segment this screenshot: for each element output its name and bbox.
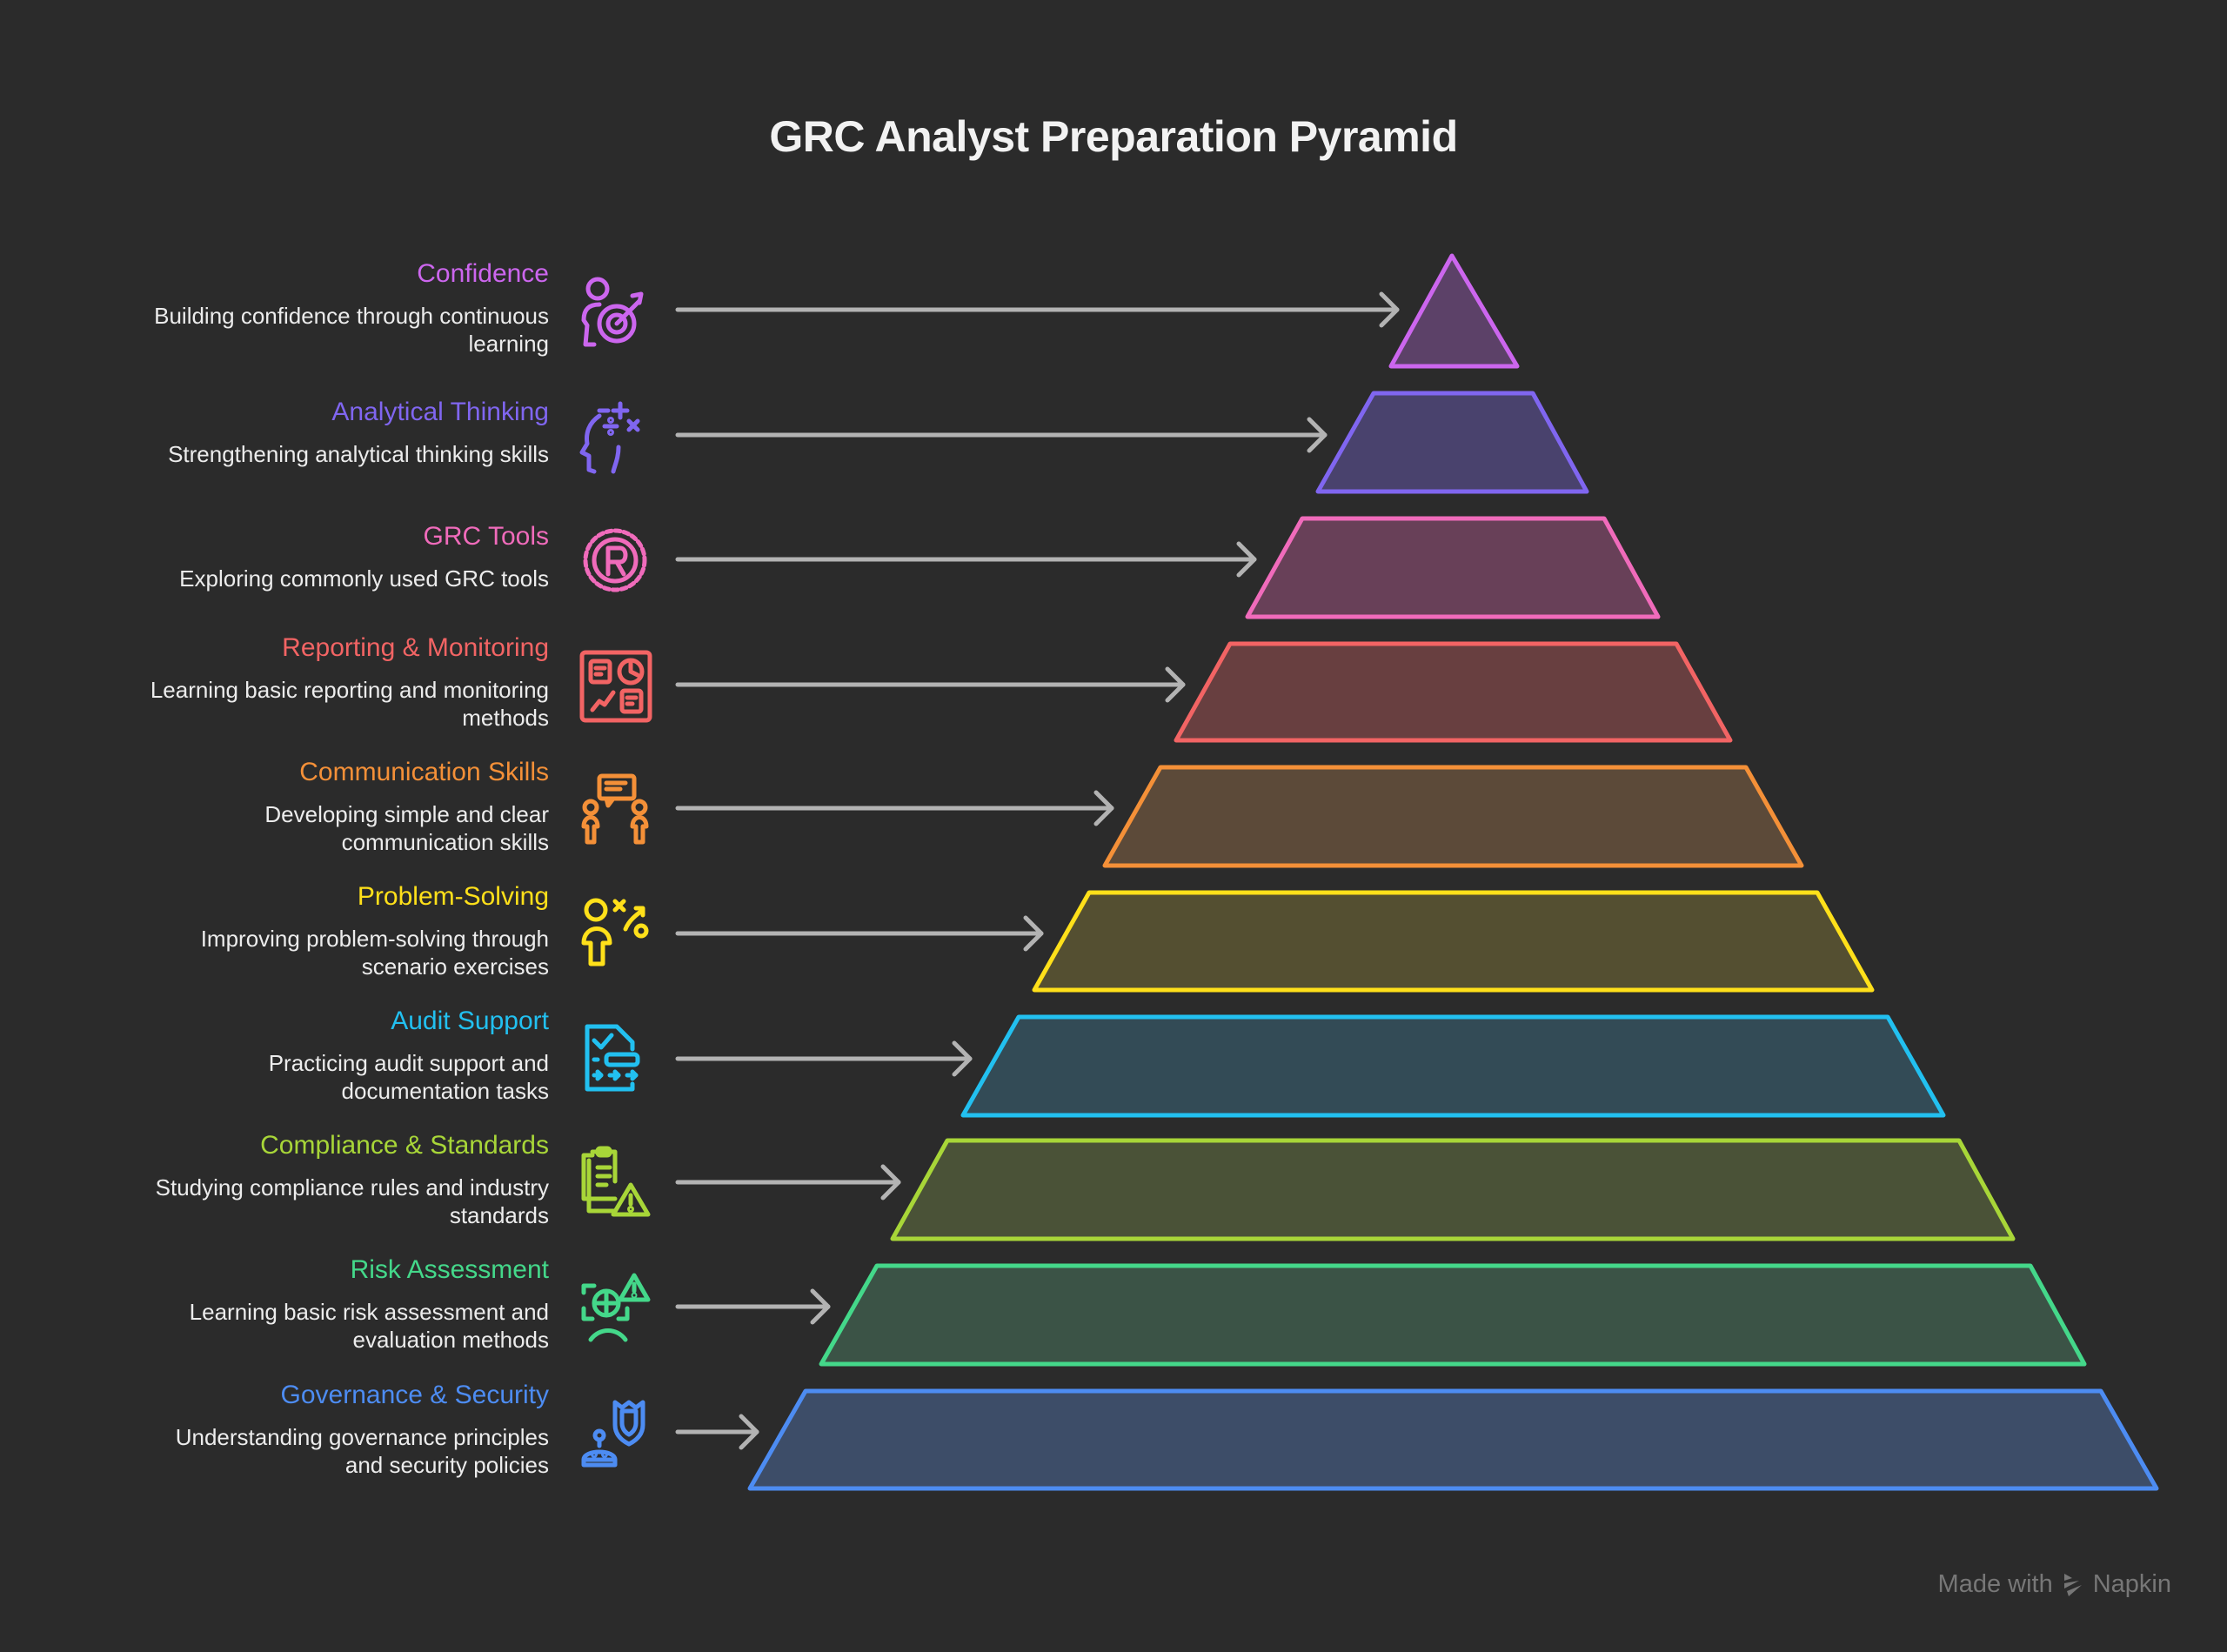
audit-document-icon: [585, 1024, 640, 1092]
layer-label-risk-assessment: Risk Assessment Learning basic risk asse…: [62, 1254, 549, 1354]
layer-shape: [960, 1014, 1946, 1118]
layer-label-problem-solving: Problem-Solving Improving problem-solvin…: [62, 881, 549, 980]
gear-r-badge-icon: [583, 528, 647, 592]
layer-label-grc-tools: GRC Tools Exploring commonly used GRC to…: [62, 521, 549, 592]
layer-shape: [890, 1138, 2016, 1241]
pyramid-layer-communication-skills: [1102, 765, 1804, 868]
layer-shape: [1315, 391, 1589, 494]
head-math-icon: [579, 401, 640, 474]
layer-name: Problem-Solving: [357, 882, 549, 911]
pyramid-layer-analytical-thinking: [1315, 391, 1589, 494]
arrow-icon: [675, 417, 1328, 453]
layer-description: Strengthening analytical thinking skills: [168, 441, 549, 467]
layer-name: Confidence: [417, 259, 549, 288]
arrow-icon: [675, 1040, 973, 1077]
dashboard-report-icon: [579, 650, 652, 723]
layer-description: Learning basic risk assessment and evalu…: [189, 1299, 549, 1353]
layer-label-communication-skills: Communication Skills Developing simple a…: [62, 757, 549, 856]
arrow-icon: [675, 915, 1044, 952]
layer-name: Communication Skills: [299, 758, 549, 786]
arrow-icon: [675, 790, 1114, 826]
layer-name: Compliance & Standards: [260, 1131, 549, 1160]
layer-name: Reporting & Monitoring: [282, 633, 549, 662]
watermark-brand: Napkin: [2092, 1570, 2171, 1598]
layer-shape: [1102, 765, 1804, 868]
layer-name: Governance & Security: [280, 1381, 549, 1409]
pyramid-layer-problem-solving: [1032, 890, 1875, 993]
layer-label-governance-security: Governance & Security Understanding gove…: [62, 1380, 549, 1479]
diagram-title: GRC Analyst Preparation Pyramid: [769, 112, 1458, 161]
robot-shield-icon: [581, 1400, 645, 1468]
arrow-icon: [675, 1288, 831, 1325]
layer-description: Improving problem-solving through scenar…: [200, 926, 549, 980]
arrow-icon: [675, 1164, 901, 1201]
arrow-icon: [675, 291, 1400, 328]
layer-description: Learning basic reporting and monitoring …: [150, 677, 549, 731]
person-strategy-icon: [581, 898, 649, 966]
layer-shape: [1245, 516, 1661, 619]
layer-shape: [1032, 890, 1875, 993]
layer-label-confidence: Confidence Building confidence through c…: [62, 258, 549, 358]
pyramid-layer-compliance-standards: [890, 1138, 2016, 1241]
pyramid-layer-confidence: [1388, 253, 1520, 369]
pyramid-layer-grc-tools: [1245, 516, 1661, 619]
napkin-watermark[interactable]: Made with Napkin: [1938, 1570, 2171, 1599]
layer-shape: [1388, 253, 1520, 369]
pyramid-layer-audit-support: [960, 1014, 1946, 1118]
layer-name: Analytical Thinking: [331, 398, 549, 426]
layer-shape: [819, 1263, 2087, 1367]
arrow-icon: [675, 666, 1186, 703]
layer-description: Understanding governance principles and …: [175, 1424, 549, 1478]
person-target-icon: [581, 277, 644, 347]
people-chat-icon: [581, 773, 649, 845]
arrow-icon: [675, 541, 1257, 578]
pyramid-layer-risk-assessment: [819, 1263, 2087, 1367]
pyramid-layer-reporting-monitoring: [1174, 641, 1733, 743]
layer-description: Exploring commonly used GRC tools: [179, 565, 549, 592]
layer-shape: [747, 1388, 2159, 1491]
layer-name: Risk Assessment: [350, 1255, 549, 1284]
napkin-logo-icon: [2063, 1573, 2082, 1596]
layer-description: Studying compliance rules and industry s…: [155, 1174, 549, 1228]
layer-description: Practicing audit support and documentati…: [268, 1050, 549, 1104]
layer-label-audit-support: Audit Support Practicing audit support a…: [62, 1006, 549, 1105]
layer-name: GRC Tools: [423, 522, 550, 551]
arrow-icon: [675, 1414, 759, 1450]
layer-label-analytical-thinking: Analytical Thinking Strengthening analyt…: [62, 397, 549, 468]
layer-label-compliance-standards: Compliance & Standards Studying complian…: [62, 1130, 549, 1229]
globe-risk-icon: [581, 1273, 651, 1342]
layer-shape: [1174, 641, 1733, 743]
layer-description: Developing simple and clear communicatio…: [264, 801, 549, 855]
layer-name: Audit Support: [391, 1007, 549, 1035]
layer-description: Building confidence through continuous l…: [154, 303, 549, 357]
pyramid-layer-governance-security: [747, 1388, 2159, 1491]
layer-label-reporting-monitoring: Reporting & Monitoring Learning basic re…: [62, 632, 549, 732]
clipboard-warning-icon: [581, 1146, 651, 1217]
watermark-prefix: Made with: [1937, 1570, 2053, 1598]
